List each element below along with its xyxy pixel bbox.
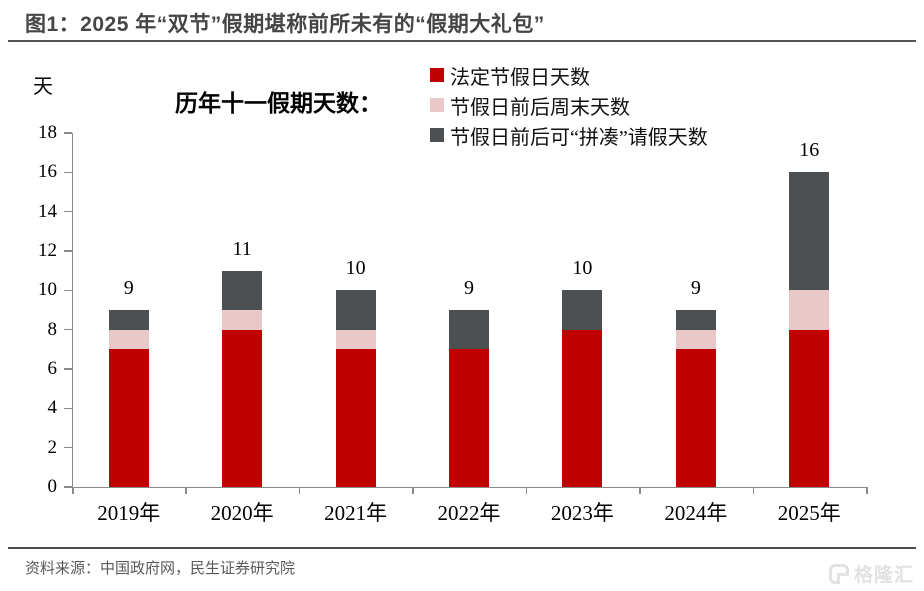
bar-total-label: 16 <box>799 139 820 162</box>
bar-segment <box>675 329 716 350</box>
y-axis-tick <box>64 210 72 213</box>
y-axis-tick-label: 18 <box>38 122 57 143</box>
footer-divider <box>8 547 916 549</box>
legend-label: 节假日前后可“拼凑”请假天数 <box>450 126 708 149</box>
y-axis-tick <box>64 407 72 410</box>
x-axis-category-label: 2020年 <box>210 501 274 525</box>
legend-item-weekend: 节假日前后周末天数 <box>430 90 708 120</box>
bar-total-label: 9 <box>464 277 474 299</box>
bar-segment <box>562 290 603 330</box>
x-axis-tick <box>639 487 641 494</box>
x-axis-category-label: 2021年 <box>324 501 388 525</box>
x-axis-category-label: 2025年 <box>777 501 841 525</box>
x-axis-category-label: 2022年 <box>437 501 501 525</box>
bar-total-label: 10 <box>572 257 593 280</box>
y-axis-tick-label: 12 <box>38 240 57 261</box>
legend-swatch-pink-icon <box>430 98 444 112</box>
legend-label: 节假日前后周末天数 <box>450 96 630 119</box>
y-axis-tick <box>64 368 72 370</box>
y-axis-tick-label: 10 <box>38 279 57 301</box>
bar-segment <box>335 349 376 487</box>
y-axis-tick <box>64 289 72 292</box>
legend-label: 法定节假日天数 <box>450 66 590 89</box>
y-axis-tick <box>64 446 72 449</box>
bar-segment <box>108 329 149 350</box>
title-divider <box>8 40 916 42</box>
y-axis-tick <box>64 328 72 331</box>
x-axis-category-label: 2019年 <box>97 501 161 525</box>
figure-title: 图1：2025 年“双节”假期堪称前所未有的“假期大礼包” <box>25 13 545 36</box>
legend-item-statutory: 法定节假日天数 <box>430 60 708 90</box>
x-axis-tick <box>412 487 414 494</box>
y-axis-tick <box>64 250 72 252</box>
bar-segment <box>789 290 830 330</box>
bar-segment <box>108 349 149 487</box>
y-axis-tick-label: 8 <box>47 318 58 340</box>
bar-segment <box>449 349 489 487</box>
bar-segment <box>335 329 376 350</box>
y-axis-tick <box>64 486 72 488</box>
x-axis-tick <box>298 487 301 494</box>
bar-segment <box>675 349 716 487</box>
y-axis-tick <box>64 171 72 174</box>
bar-segment <box>449 310 489 350</box>
x-axis-tick <box>866 487 868 494</box>
bar-segment <box>222 270 263 310</box>
chart-legend: 法定节假日天数 节假日前后周末天数 节假日前后可“拼凑”请假天数 <box>430 60 708 150</box>
bar-segment <box>675 310 716 330</box>
bar-total-label: 10 <box>345 257 366 280</box>
y-axis-tick <box>64 132 72 134</box>
y-axis-tick-label: 4 <box>47 397 58 419</box>
y-axis-tick-label: 16 <box>38 161 57 183</box>
source-note: 资料来源：中国政府网，民生证券研究院 <box>25 560 296 577</box>
watermark-text: 格隆汇 <box>853 565 914 586</box>
legend-item-leave: 节假日前后可“拼凑”请假天数 <box>430 120 708 150</box>
x-axis-tick <box>185 487 187 494</box>
x-axis-category-label: 2023年 <box>550 501 614 525</box>
x-axis-tick <box>752 487 755 494</box>
legend-swatch-red-icon <box>430 68 444 82</box>
bar-total-label: 11 <box>232 237 252 260</box>
bar-segment <box>789 172 830 291</box>
x-axis-tick <box>525 487 528 494</box>
gelonghui-logo-icon <box>828 563 849 584</box>
y-axis-tick-label: 0 <box>47 476 58 497</box>
bar-segment <box>789 329 830 487</box>
bar-total-label: 9 <box>690 277 701 299</box>
x-axis-tick <box>72 487 74 494</box>
plot-area <box>72 133 867 488</box>
bar-segment <box>222 329 263 487</box>
y-axis-tick-label: 2 <box>47 436 58 458</box>
gelonghui-watermark: 格隆汇 <box>828 560 914 587</box>
legend-swatch-gray-icon <box>430 128 444 142</box>
y-axis-tick-label: 14 <box>38 200 57 222</box>
x-axis-category-label: 2024年 <box>664 501 728 525</box>
bar-segment <box>335 290 376 330</box>
bar-segment <box>222 310 263 330</box>
chart-subtitle: 历年十一假期天数： <box>175 91 382 116</box>
bar-segment <box>108 310 149 330</box>
y-axis-tick-label: 6 <box>47 358 58 379</box>
bar-total-label: 9 <box>123 277 134 299</box>
y-axis-unit-label: 天 <box>33 76 53 98</box>
bar-segment <box>562 329 603 487</box>
